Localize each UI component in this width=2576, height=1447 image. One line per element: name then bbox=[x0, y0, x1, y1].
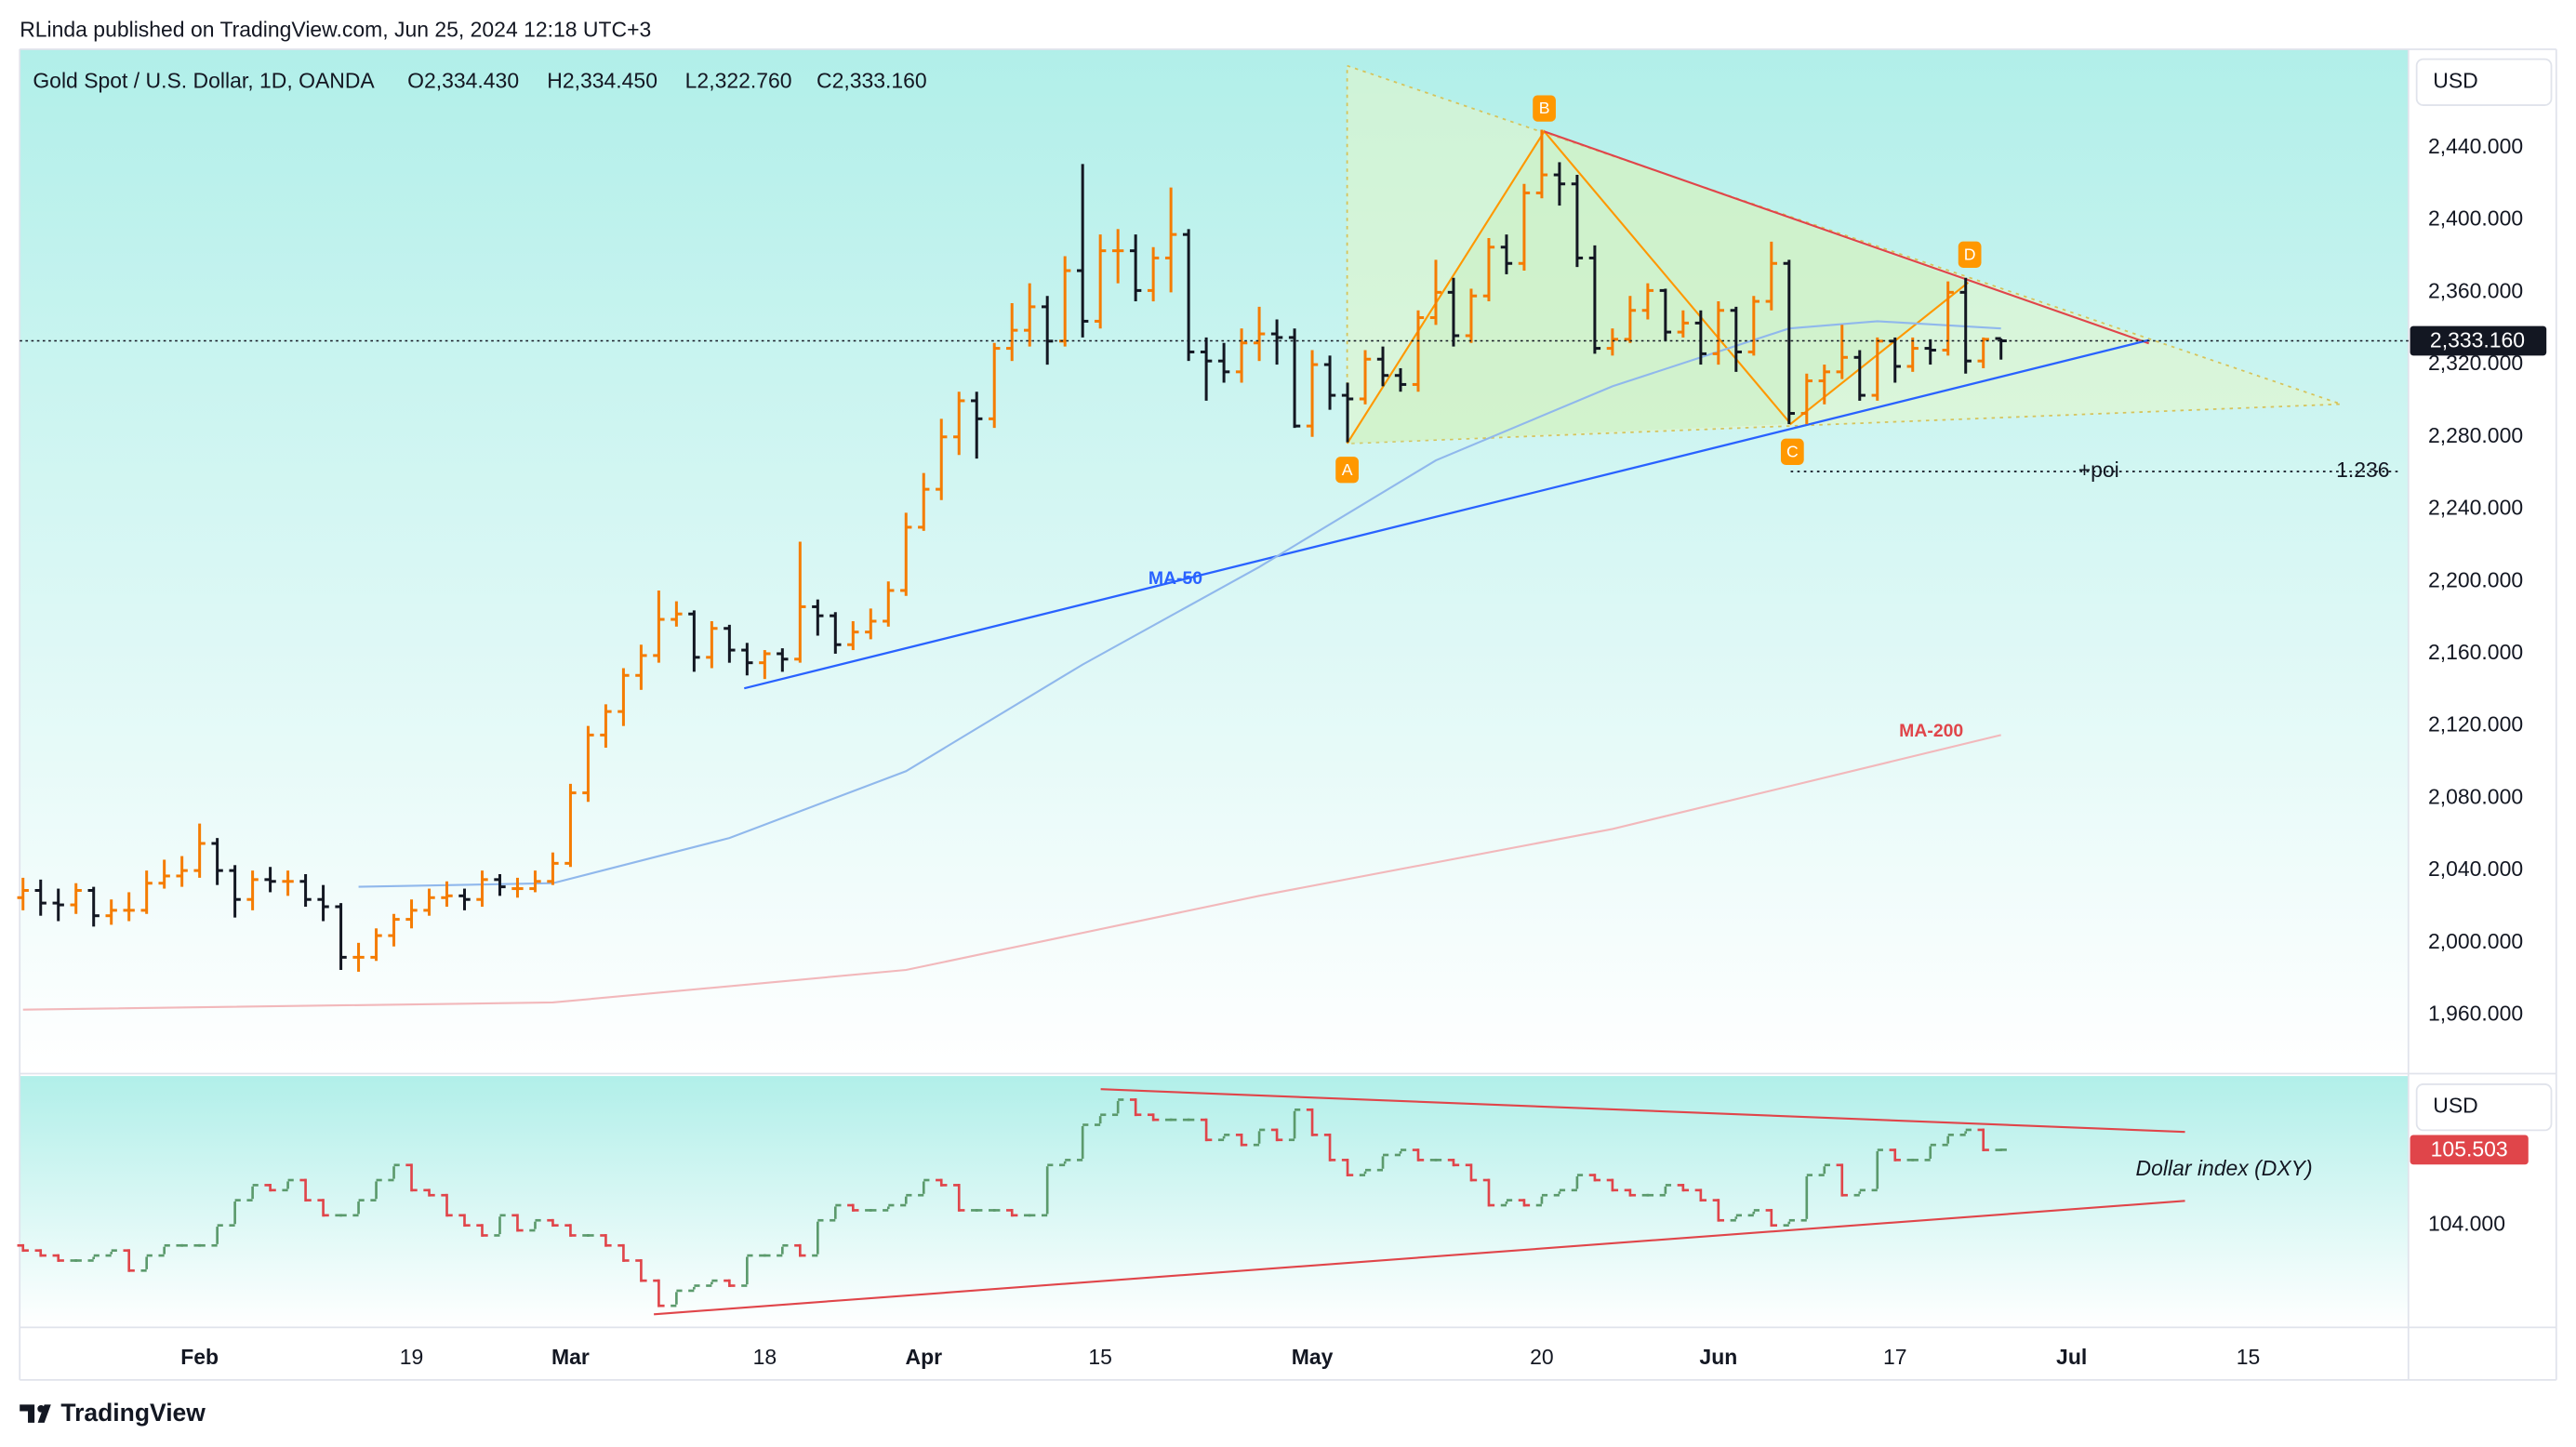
point-text: B bbox=[1539, 99, 1550, 117]
x-tick-label: 20 bbox=[1530, 1345, 1554, 1369]
x-tick-label: Apr bbox=[905, 1345, 942, 1369]
moving-average bbox=[22, 734, 2001, 1011]
y-tick-label: 2,240.000 bbox=[2428, 496, 2523, 520]
moving-average bbox=[358, 320, 2001, 888]
point-text: D bbox=[1964, 245, 1976, 263]
y-tick-label: 2,440.000 bbox=[2428, 134, 2523, 158]
last-price-label: 105.503 bbox=[2431, 1136, 2508, 1161]
ohlc-open: O2,334.430 bbox=[407, 68, 519, 92]
y-tick-label: 104.000 bbox=[2428, 1212, 2505, 1236]
x-tick-label: Jul bbox=[2056, 1345, 2087, 1369]
point-text: C bbox=[1786, 442, 1799, 460]
x-tick-label: 15 bbox=[1088, 1345, 1112, 1369]
currency: USD bbox=[2433, 1094, 2477, 1118]
xabcd-fill bbox=[1544, 131, 1969, 424]
x-tick-label: Jun bbox=[1699, 1345, 1737, 1369]
x-tick-label: May bbox=[1292, 1345, 1334, 1369]
y-tick-label: 2,200.000 bbox=[2428, 567, 2523, 591]
y-tick-label: 2,120.000 bbox=[2428, 712, 2523, 737]
xabcd-fill bbox=[1347, 131, 1791, 444]
y-tick-label: 2,000.000 bbox=[2428, 929, 2523, 953]
currency-box[interactable] bbox=[2415, 1083, 2553, 1132]
y-tick-label: 2,360.000 bbox=[2428, 278, 2523, 302]
point-label: B bbox=[1533, 95, 1556, 122]
last-price-box bbox=[2410, 325, 2547, 356]
channel-line bbox=[654, 1200, 2185, 1316]
y-tick-label: 2,160.000 bbox=[2428, 640, 2523, 664]
ma-label: MA-200 bbox=[1899, 721, 1963, 741]
point-text: A bbox=[1342, 460, 1353, 479]
poi-label: +poi bbox=[2078, 458, 2119, 482]
point-label: C bbox=[1780, 438, 1804, 465]
ma-label: MA-50 bbox=[1149, 568, 1202, 589]
y-tick-label: 1,960.000 bbox=[2428, 1002, 2523, 1026]
footer-logo bbox=[20, 1404, 51, 1423]
publisher: RLinda published on TradingView.com, Jun… bbox=[20, 18, 651, 42]
x-tick-label: Feb bbox=[180, 1345, 219, 1369]
last-price-label: 2,333.160 bbox=[2430, 327, 2525, 352]
currency: USD bbox=[2433, 68, 2477, 92]
point-label: A bbox=[1335, 457, 1359, 484]
x-tick-label: 18 bbox=[753, 1345, 777, 1369]
x-tick-label: 17 bbox=[1883, 1345, 1907, 1369]
ohlc-low: L2,322.760 bbox=[685, 68, 792, 92]
main-pane bbox=[20, 48, 2409, 1071]
support-line bbox=[743, 339, 2149, 690]
last-price-box bbox=[2410, 1135, 2529, 1165]
channel-line bbox=[1100, 1088, 2185, 1134]
x-tick-label: Mar bbox=[551, 1345, 590, 1369]
currency-box[interactable] bbox=[2415, 58, 2553, 106]
ohlc-high: H2,334.450 bbox=[547, 68, 657, 92]
x-tick-label: 19 bbox=[400, 1345, 424, 1369]
y-tick-label: 2,040.000 bbox=[2428, 856, 2523, 881]
dxy-label: Dollar index (DXY) bbox=[2136, 1156, 2313, 1180]
sub-pane bbox=[20, 1076, 2409, 1328]
chart-title: Gold Spot / U.S. Dollar, 1D, OANDA bbox=[33, 68, 375, 92]
x-tick-label: 15 bbox=[2237, 1345, 2261, 1369]
point-label: D bbox=[1958, 241, 1982, 268]
fib-label: 1.236 bbox=[2336, 458, 2389, 482]
footer-brand: TradingView bbox=[60, 1399, 206, 1427]
resistance-line bbox=[1544, 130, 2150, 345]
y-tick-label: 2,280.000 bbox=[2428, 423, 2523, 447]
ohlc-close: C2,333.160 bbox=[817, 68, 927, 92]
y-tick-label: 2,400.000 bbox=[2428, 206, 2523, 231]
y-tick-label: 2,080.000 bbox=[2428, 784, 2523, 808]
xabcd-line bbox=[1346, 129, 1970, 445]
